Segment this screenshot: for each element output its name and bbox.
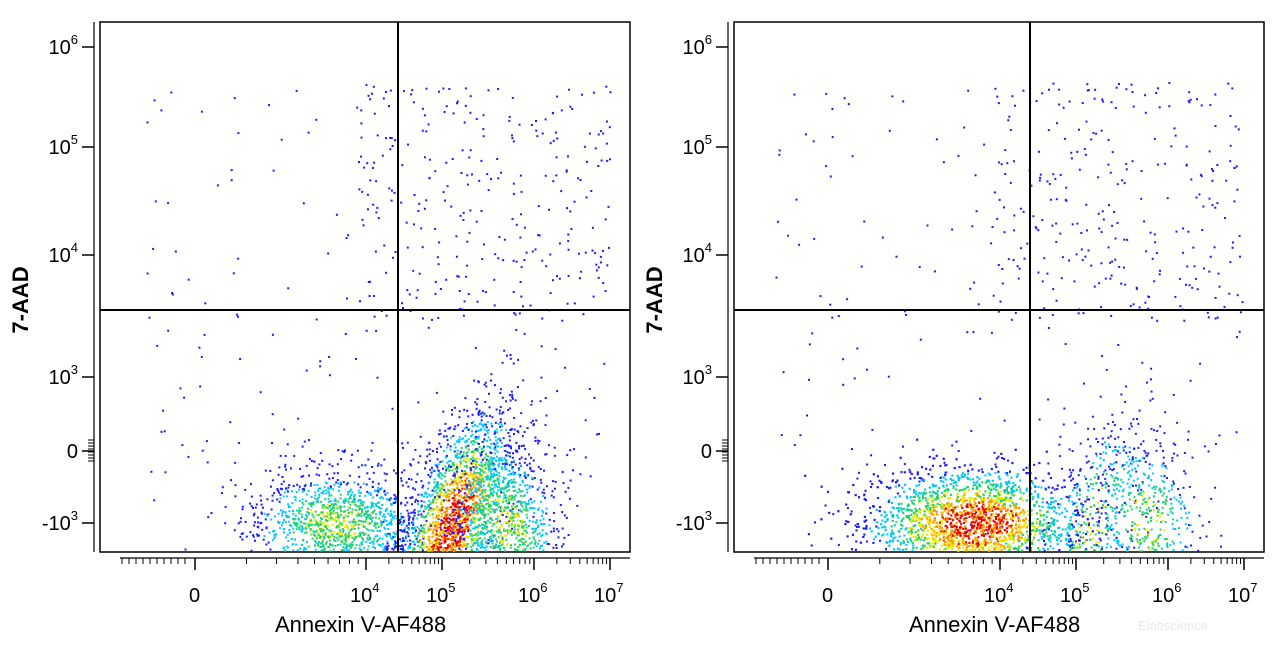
x-axis-label: Annexin V-AF488 xyxy=(909,612,1080,637)
y-tick-label: 105 xyxy=(683,132,712,159)
x-axis-label: Annexin V-AF488 xyxy=(275,612,446,637)
y-tick-label: -103 xyxy=(42,508,78,535)
x-tick-label: 0 xyxy=(189,585,200,607)
x-tick-label: 105 xyxy=(1060,580,1089,607)
plot-panel-left: 0 104 105 106 107 106 105 104 103 0 -103 Annexin V-… xyxy=(8,21,631,637)
y-tick-label: 104 xyxy=(683,240,712,267)
y-tick-label: 105 xyxy=(49,132,78,159)
y-tick-label: 0 xyxy=(67,441,78,463)
x-tick-label: 0 xyxy=(822,585,833,607)
y-tick-label: 103 xyxy=(49,362,78,389)
y-tick-label: 106 xyxy=(49,32,78,59)
event-dots xyxy=(775,82,1244,552)
y-tick-label: -103 xyxy=(676,508,712,535)
y-tick-label: 103 xyxy=(683,362,712,389)
y-tick-label: 0 xyxy=(701,441,712,463)
plot-frame xyxy=(99,21,631,553)
plot-panel-right: 0 104 105 106 107 106 105 104 103 0 -103 Annexin V-… xyxy=(642,21,1265,637)
x-tick-label: 107 xyxy=(1228,580,1257,607)
x-tick-label: 104 xyxy=(984,580,1013,607)
x-tick-label: 107 xyxy=(594,580,623,607)
y-axis-label: 7-AAD xyxy=(8,266,33,333)
event-dots xyxy=(146,84,612,552)
x-axis-minor-ticks xyxy=(755,558,1242,564)
x-tick-label: 104 xyxy=(350,580,379,607)
x-axis-minor-ticks xyxy=(121,558,608,564)
x-tick-label: 106 xyxy=(518,580,547,607)
x-tick-label: 105 xyxy=(426,580,455,607)
plot-frame xyxy=(733,21,1265,553)
y-tick-label: 106 xyxy=(683,32,712,59)
y-tick-label: 104 xyxy=(49,240,78,267)
watermark-text: Elabscience xyxy=(1138,618,1208,633)
y-axis-label: 7-AAD xyxy=(642,266,667,333)
x-tick-label: 106 xyxy=(1152,580,1181,607)
